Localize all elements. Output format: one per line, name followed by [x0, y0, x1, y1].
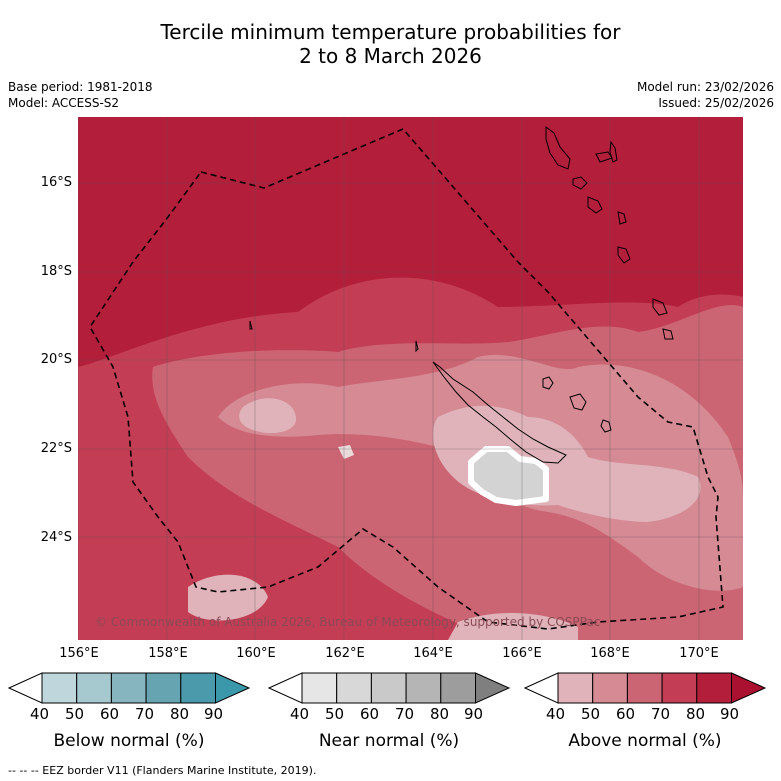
colorbar-above-title: Above normal (%) [568, 731, 722, 751]
colorbar-tick: 60 [100, 705, 120, 723]
colorbar-tick: 50 [581, 705, 601, 723]
colorbar-tick: 40 [30, 705, 50, 723]
lat-label-20s: 20°S [40, 352, 72, 367]
colorbar-tick: 80 [430, 705, 450, 723]
lon-label-166e: 166°E [502, 646, 542, 661]
lon-label-164e: 164°E [413, 646, 453, 661]
lon-label-160e: 160°E [236, 646, 276, 661]
colorbar-near-ticks: 40 50 60 70 80 90 [268, 705, 512, 725]
graticule [78, 117, 743, 640]
model-label: Model: ACCESS-S2 [8, 96, 120, 110]
map-panel: © Commonwealth of Australia 2026, Bureau… [78, 117, 743, 640]
colorbar-above-swatches [523, 672, 767, 704]
colorbar-near-swatches [267, 672, 511, 704]
colorbar-tick: 90 [464, 705, 484, 723]
loyalty-island-1 [542, 376, 554, 390]
lon-label-162e: 162°E [325, 646, 365, 661]
vanuatu-8 [652, 298, 668, 316]
colorbar-near-normal [267, 672, 512, 732]
lat-label-22s: 22°S [40, 441, 72, 456]
eez-footnote: -- -- -- EEZ border V11 (Flanders Marine… [8, 764, 317, 777]
colorbar-below-title: Below normal (%) [53, 731, 205, 751]
colorbar-above-ticks: 40 50 60 70 80 90 [524, 705, 768, 725]
colorbar-tick: 40 [290, 705, 310, 723]
colorbar-tick: 70 [395, 705, 415, 723]
coastlines [249, 126, 674, 464]
new-caledonia [432, 361, 567, 464]
issued-label: Issued: 25/02/2026 [658, 96, 774, 110]
colorbar-tick: 60 [616, 705, 636, 723]
lon-label-158e: 158°E [148, 646, 188, 661]
loyalty-island-2 [569, 393, 587, 411]
chart-title-line1: Tercile minimum temperature probabilitie… [160, 20, 621, 44]
vanuatu-4 [572, 176, 588, 190]
colorbar-tick: 90 [720, 705, 740, 723]
colorbar-tick: 70 [135, 705, 155, 723]
lat-label-24s: 24°S [40, 530, 72, 545]
model-run-label: Model run: 23/02/2026 [636, 80, 774, 94]
colorbar-above-normal [523, 672, 768, 732]
vanuatu-5 [587, 196, 603, 214]
colorbar-tick: 80 [686, 705, 706, 723]
loyalty-island-3 [600, 419, 612, 433]
probability-field [78, 117, 743, 640]
lon-label-170e: 170°E [679, 646, 719, 661]
colorbar-below-swatches [7, 672, 251, 704]
colorbar-tick: 70 [651, 705, 671, 723]
colorbar-tick: 50 [325, 705, 345, 723]
vanuatu-1 [545, 126, 571, 170]
colorbar-tick: 90 [204, 705, 224, 723]
lon-label-156e: 156°E [59, 646, 99, 661]
colorbar-tick: 40 [546, 705, 566, 723]
base-period-label: Base period: 1981-2018 [8, 80, 153, 94]
colorbar-tick: 80 [170, 705, 190, 723]
lat-label-18s: 18°S [40, 264, 72, 279]
copyright-note: © Commonwealth of Australia 2026, Bureau… [95, 615, 600, 629]
lat-label-16s: 16°S [40, 175, 72, 190]
colorbar-tick: 60 [360, 705, 380, 723]
colorbar-below-ticks: 40 50 60 70 80 90 [8, 705, 252, 725]
colorbar-near-title: Near normal (%) [318, 731, 460, 751]
colorbar-below-normal [7, 672, 252, 732]
vanuatu-9 [662, 328, 674, 340]
colorbar-tick: 50 [65, 705, 85, 723]
lon-label-168e: 168°E [590, 646, 630, 661]
vanuatu-7 [617, 246, 631, 264]
vanuatu-6 [617, 211, 627, 225]
vanuatu-3 [609, 140, 618, 163]
chart-title-line2: 2 to 8 March 2026 [299, 44, 482, 68]
